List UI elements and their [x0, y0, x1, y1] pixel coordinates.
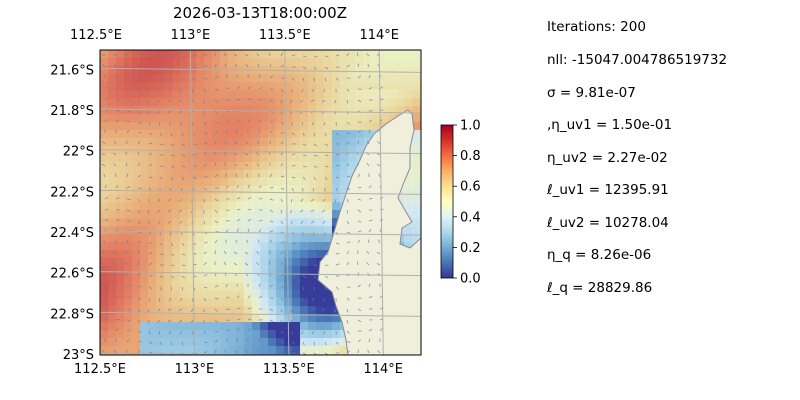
- colorbar-tick-label: 0.0: [460, 272, 481, 287]
- param-iterations: Iterations: 200: [547, 19, 646, 35]
- lat-tick-label: 22.6°S: [50, 267, 94, 282]
- param-eta-uv1: ,η_uv1 = 1.50e-01: [547, 117, 673, 133]
- coastline-land: [317, 109, 421, 355]
- lon-tick-label-bottom: 113.5°E: [263, 362, 315, 377]
- colorbar-tick-label: 1.0: [460, 119, 481, 134]
- lon-tick-label-top: 112.5°E: [70, 28, 122, 43]
- lat-tick-label: 23°S: [63, 348, 94, 363]
- colorbar-tick-label: 0.2: [460, 241, 481, 256]
- lat-tick-label: 21.8°S: [50, 104, 94, 119]
- lon-tick-label-bottom: 113°E: [175, 362, 215, 377]
- colorbar-tick-label: 0.6: [460, 180, 481, 195]
- lon-tick-label-top: 114°E: [359, 28, 399, 43]
- colorbar: [440, 124, 454, 279]
- param-nll: nll: -15047.004786519732: [547, 52, 728, 68]
- lon-tick-label-bottom: 114°E: [363, 362, 403, 377]
- map-frame: [99, 49, 422, 356]
- colorbar-tick-label: 0.4: [460, 210, 481, 225]
- lon-tick-label-bottom: 112.5°E: [74, 362, 126, 377]
- lon-tick-labels-bottom: 112.5°E 113°E 113.5°E 114°E: [74, 362, 403, 377]
- lat-tick-labels: 21.6°S 21.8°S 22°S 22.2°S 22.4°S 22.6°S 22.8°S…: [50, 63, 94, 363]
- colorbar-tick-label: 0.8: [460, 149, 481, 164]
- param-eta-q: η_q = 8.26e-06: [547, 247, 652, 263]
- param-ell-uv1: ℓ_uv1 = 12395.91: [547, 182, 669, 198]
- lon-tick-label-top: 113.5°E: [259, 28, 311, 43]
- param-ell-q: ℓ_q = 28829.86: [547, 280, 653, 296]
- lat-tick-label: 22.2°S: [50, 185, 94, 200]
- param-ell-uv2: ℓ_uv2 = 10278.04: [547, 215, 669, 231]
- lat-tick-label: 22.8°S: [50, 307, 94, 322]
- lon-tick-labels-top: 112.5°E 113°E 113.5°E 114°E: [70, 28, 399, 43]
- map-title: 2026-03-13T18:00:00Z: [173, 4, 347, 22]
- lat-tick-label: 22.4°S: [50, 226, 94, 241]
- lat-tick-label: 22°S: [63, 145, 94, 160]
- param-sigma: σ = 9.81e-07: [547, 85, 636, 101]
- lon-tick-label-top: 113°E: [171, 28, 211, 43]
- colorbar-ticks: 0.0 0.2 0.4 0.6 0.8 1.0: [453, 119, 481, 287]
- param-eta-uv2: η_uv2 = 2.27e-02: [547, 150, 668, 166]
- lat-tick-label: 21.6°S: [50, 63, 94, 78]
- gridlines: [100, 50, 421, 355]
